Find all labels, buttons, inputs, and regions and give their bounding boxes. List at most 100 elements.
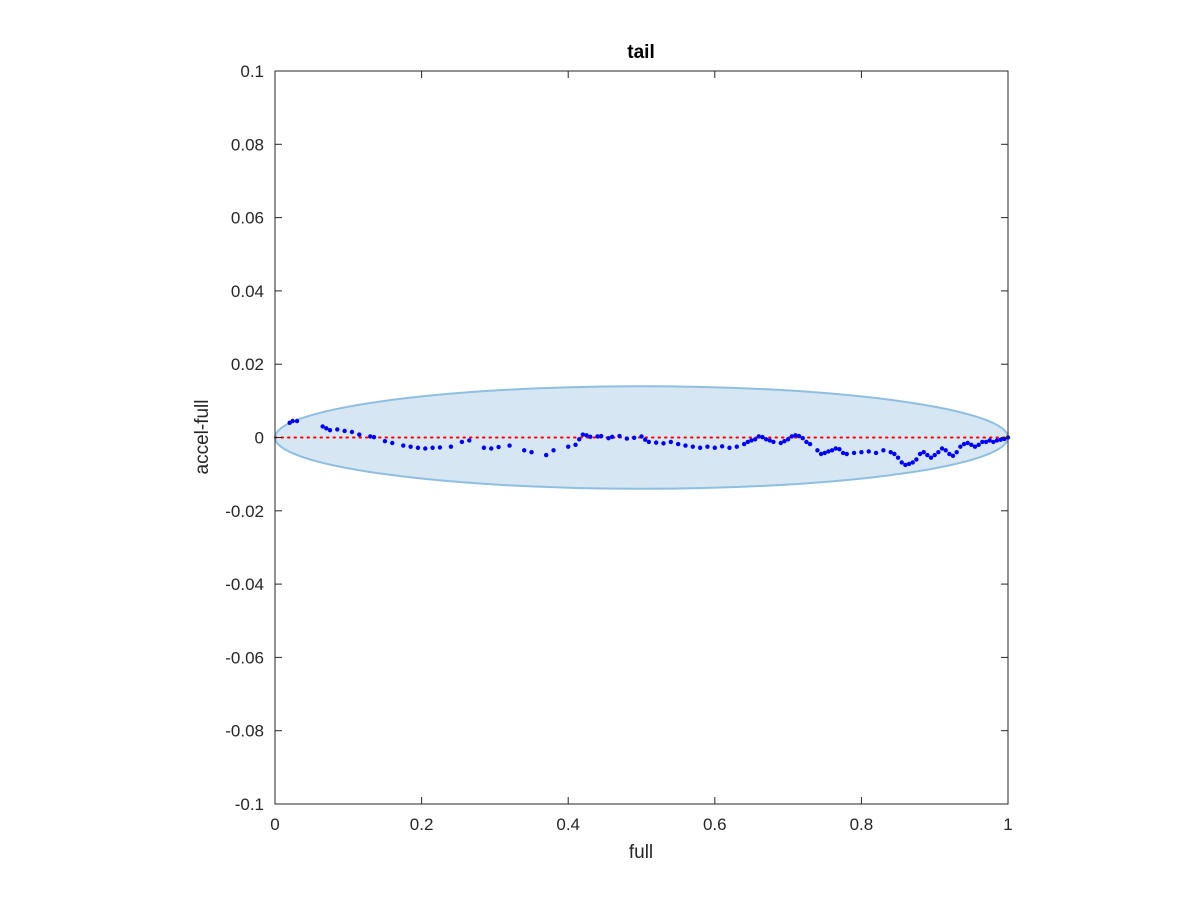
data-point — [833, 446, 838, 451]
data-point — [683, 443, 688, 448]
data-point — [459, 439, 465, 445]
y-tick-label: -0.1 — [235, 795, 264, 814]
data-point — [357, 432, 362, 437]
data-point — [969, 442, 974, 448]
data-point — [906, 461, 912, 467]
data-point — [939, 446, 945, 451]
data-point — [327, 427, 333, 433]
x-tick-label: 0.2 — [410, 815, 434, 834]
data-point — [914, 457, 919, 462]
data-point — [844, 451, 849, 457]
y-tick-label: -0.08 — [225, 722, 264, 741]
y-tick-label: 0.04 — [231, 282, 264, 301]
y-axis-label: accel-full — [192, 400, 213, 475]
data-point — [745, 439, 750, 445]
data-point — [646, 439, 652, 445]
data-point — [719, 444, 725, 449]
data-point — [961, 441, 967, 447]
data-point — [859, 449, 864, 455]
data-point — [763, 437, 769, 442]
data-point — [994, 438, 1000, 443]
data-point — [991, 439, 996, 445]
data-point — [507, 443, 512, 448]
data-point — [580, 432, 586, 437]
data-point — [584, 433, 589, 438]
data-point — [294, 418, 300, 424]
data-point — [609, 434, 615, 439]
data-point — [980, 439, 985, 445]
data-point — [349, 429, 355, 435]
data-point — [727, 445, 732, 450]
data-point — [818, 451, 824, 457]
y-tick-label: 0.06 — [231, 209, 264, 228]
x-axis-label: full — [629, 842, 653, 863]
data-point — [382, 438, 388, 444]
data-point — [430, 445, 435, 450]
axis-ticks: 0 0.2 0.4 0.6 0.8 1 0.1 0.08 0.06 0.04 0.02 0 -0.02 -… — [225, 62, 1012, 834]
data-point — [587, 434, 593, 439]
data-point — [566, 444, 571, 449]
data-point — [529, 449, 534, 455]
data-point — [690, 444, 696, 449]
data-point — [972, 444, 978, 449]
x-tick-label: 0.6 — [703, 815, 727, 834]
x-tick-label: 0.4 — [556, 815, 580, 834]
data-point — [617, 433, 622, 439]
data-point — [624, 436, 630, 441]
data-point — [815, 448, 820, 453]
data-point — [408, 444, 413, 449]
data-point — [598, 433, 604, 439]
data-point — [826, 449, 831, 454]
data-point — [642, 437, 648, 442]
data-point — [895, 455, 901, 460]
data-point — [675, 441, 681, 447]
data-point — [767, 438, 772, 443]
data-point — [903, 462, 908, 468]
data-point — [448, 444, 454, 449]
y-tick-label: 0.02 — [231, 355, 264, 374]
data-point — [866, 449, 871, 454]
data-point — [371, 434, 377, 440]
data-point — [481, 445, 487, 450]
data-point — [958, 444, 963, 449]
y-tick-label: -0.04 — [225, 575, 264, 594]
data-point — [496, 444, 501, 450]
data-point — [639, 434, 644, 439]
data-point — [987, 438, 992, 443]
data-point — [873, 450, 879, 456]
x-tick-label: 0 — [270, 815, 279, 834]
y-tick-label: -0.02 — [225, 502, 264, 521]
chart-title: tail — [627, 42, 654, 63]
data-point — [522, 448, 527, 453]
data-point — [368, 434, 373, 439]
data-point — [910, 460, 915, 465]
data-point — [932, 452, 937, 458]
data-point — [796, 433, 802, 439]
data-point — [954, 449, 959, 455]
data-point — [712, 445, 717, 450]
data-point — [752, 437, 758, 442]
data-point — [976, 442, 981, 448]
data-point — [576, 437, 582, 442]
data-point — [947, 451, 952, 457]
data-point — [851, 450, 857, 456]
data-point — [749, 438, 754, 443]
data-point — [928, 455, 934, 460]
data-point — [668, 439, 674, 445]
data-point — [401, 443, 406, 448]
data-point — [697, 445, 703, 450]
data-point — [983, 439, 989, 445]
data-point — [423, 446, 428, 451]
data-point — [467, 438, 472, 443]
data-point — [936, 449, 941, 455]
data-point — [320, 424, 325, 429]
data-point — [785, 437, 791, 442]
data-point — [840, 450, 846, 456]
data-point — [606, 436, 611, 441]
y-tick-label: 0.1 — [240, 62, 264, 81]
data-point — [489, 446, 494, 451]
data-point — [925, 452, 930, 458]
y-tick-label: -0.06 — [225, 648, 264, 667]
data-point — [335, 427, 340, 432]
data-point — [551, 448, 556, 453]
